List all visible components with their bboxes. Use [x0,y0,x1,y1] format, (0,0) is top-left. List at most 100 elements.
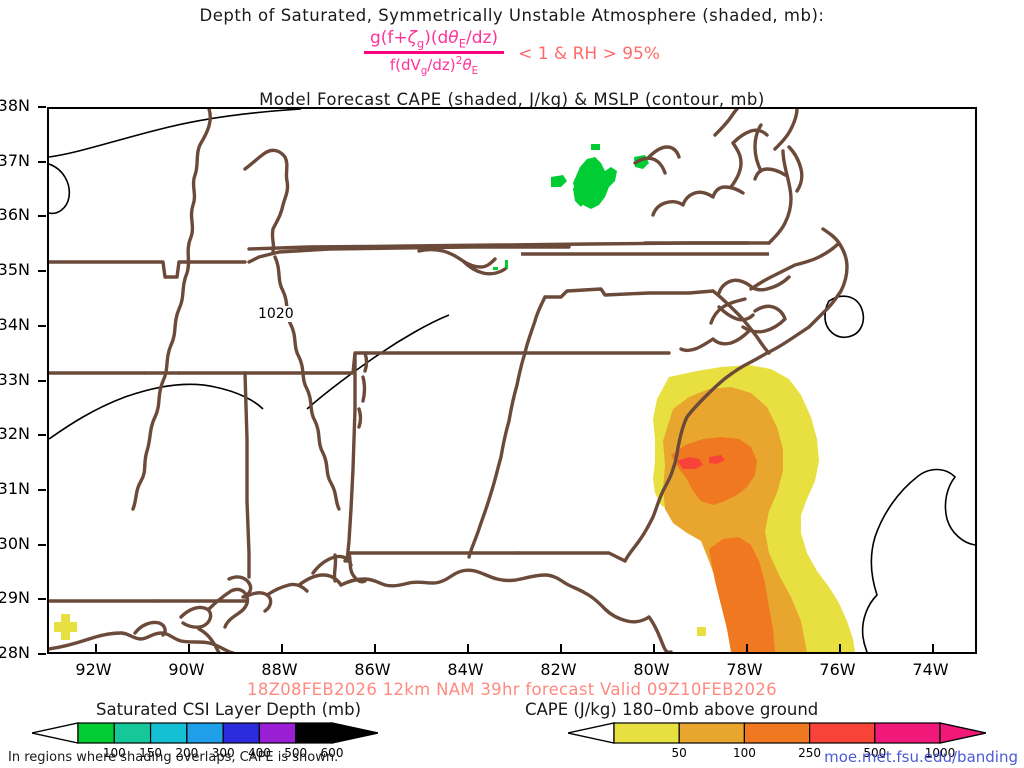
cape-pixel-gulf [54,614,77,640]
formula-denominator: f(dVg/dz)2θE [389,54,479,78]
csi-pixel-tiny-a [591,144,600,150]
colorbar-segment [113,722,152,744]
longitude-tick-label: 88W [261,660,298,679]
latitude-tick-label: 32N [0,424,30,444]
page-title: Depth of Saturated, Symmetrically Unstab… [199,6,825,25]
longitude-tick-label: 74W [912,660,949,679]
mslp-contour-nw-loop [49,163,71,215]
coast-mobile-bay [332,551,367,584]
coast-gulf-panhandle [339,568,651,624]
colorbar-over-arrow [331,722,378,744]
latitude-tick-label: 33N [0,369,30,389]
latitude-axis: 38N 37N 36N 35N 34N 33N 32N 31N 30N 29N 28N [0,98,46,661]
cape-colorbar-caption: CAPE (J/kg) 180–0mb above ground [525,700,819,719]
longitude-tick-label: 90W [168,660,205,679]
longitude-axis: 92W 90W 88W 86W 84W 82W 80W 78W 76W 74W [47,656,977,682]
longitude-tick-label: 76W [819,660,856,679]
colorbar-under-arrow [568,722,615,744]
mslp-contour-north [49,109,302,158]
forecast-init-valid-line: 18Z08FEB2026 12km NAM 39hr forecast Vali… [247,680,777,699]
mslp-contour-label: 1020 [257,306,295,322]
latitude-tick-mark [38,160,46,163]
longitude-tick-label: 92W [75,660,112,679]
colorbar-tick-label: 1000 [924,746,956,760]
coast-south-carolina [685,325,811,419]
border-ms-al [243,371,251,579]
latitude-tick-mark [38,324,46,327]
colorbar-segment [809,722,876,744]
colorbar-segment [874,722,941,744]
latitude-tick-label: 28N [0,643,30,662]
state-boundaries-layer [49,109,849,652]
mslp-contour-se-atlantic [861,468,975,652]
longitude-tick-mark [931,644,934,652]
colorbar-tick-label: 100 [102,746,126,760]
source-url[interactable]: moe.met.fsu.edu/banding [824,748,1018,766]
longitude-tick-mark [559,644,562,652]
colorbar-tick-label: 200 [175,746,199,760]
csi-pixel-tiny-c [493,267,498,270]
coast-louisiana-gulf [49,554,353,652]
colorbar-segment [613,722,680,744]
longitude-tick-mark [94,644,97,652]
latitude-tick-label: 30N [0,533,30,553]
cape-contour-500b [709,455,725,464]
coast-north-carolina [679,227,849,353]
border-ga-fl [343,551,521,563]
longitude-tick-mark [838,644,841,652]
longitude-tick-mark [652,644,655,652]
cape-colorbar[interactable]: 50 100 250 500 1000 [568,722,986,760]
border-tn-ky [49,245,571,279]
island-gulf-1 [363,351,369,373]
longitude-tick-label: 78W [726,660,763,679]
longitude-tick-mark [745,644,748,652]
latitude-tick-mark [38,106,46,108]
longitude-tick-label: 82W [540,660,577,679]
page-subtitle: Model Forecast CAPE (shaded, J/kg) & MSL… [259,90,765,109]
va-inland-detail [633,145,681,175]
csi-criterion-formula: g(f+ζg)(dθE/dz) f(dVg/dz)2θE < 1 & RH > … [0,29,1024,78]
colorbar-segment [222,722,261,744]
border-ky-va-nc [243,148,290,253]
island-detail-a [361,375,367,403]
colorbar-tick-label: 50 [671,746,687,760]
border-sc-nc [543,287,715,299]
formula-fraction: g(f+ζg)(dθE/dz) f(dVg/dz)2θE [363,29,505,78]
border-va-nc-west [417,247,507,276]
border-mississippi-river [131,109,212,511]
border-al-ga [345,353,357,563]
latitude-tick-mark [38,379,46,382]
csi-patch-west [551,175,567,187]
longitude-tick-mark [373,644,376,652]
colorbar-segment [77,722,115,744]
colorbar-segment [678,722,745,744]
mslp-contour-layer [49,109,975,652]
longitude-tick-label: 84W [447,660,484,679]
colorbar-tick-label: 150 [139,746,163,760]
coast-chesapeake [651,109,804,245]
colorbar-segment [258,722,297,744]
latitude-tick-label: 29N [0,588,30,608]
overlap-note: In regions where shading overlaps, CAPE … [8,750,339,765]
csi-patch-virginia-tail [573,177,589,207]
latitude-tick-mark [38,270,46,273]
cape-contour-250 [709,537,775,652]
colorbar-segment [295,722,333,744]
longitude-tick-label: 86W [354,660,391,679]
border-sc-nc-coastal [711,289,771,355]
csi-pixel-tiny-b [505,260,508,269]
latitude-tick-mark [38,543,46,546]
cape-contour-500 [677,457,703,469]
csi-colorbar[interactable]: 100 150 200 300 400 500 600 [32,722,378,760]
colorbar-over-arrow [939,722,986,744]
mslp-contour-1020 [49,383,264,440]
latitude-tick-mark [38,653,46,655]
colorbar-tick-label: 300 [211,746,235,760]
formula-condition: < 1 & RH > 95% [518,43,661,64]
latitude-tick-label: 37N [0,150,30,170]
map-plot-area[interactable]: 1020 [47,107,977,654]
latitude-tick-mark [38,215,46,218]
latitude-tick-mark [38,488,46,491]
longitude-tick-label: 80W [633,660,670,679]
